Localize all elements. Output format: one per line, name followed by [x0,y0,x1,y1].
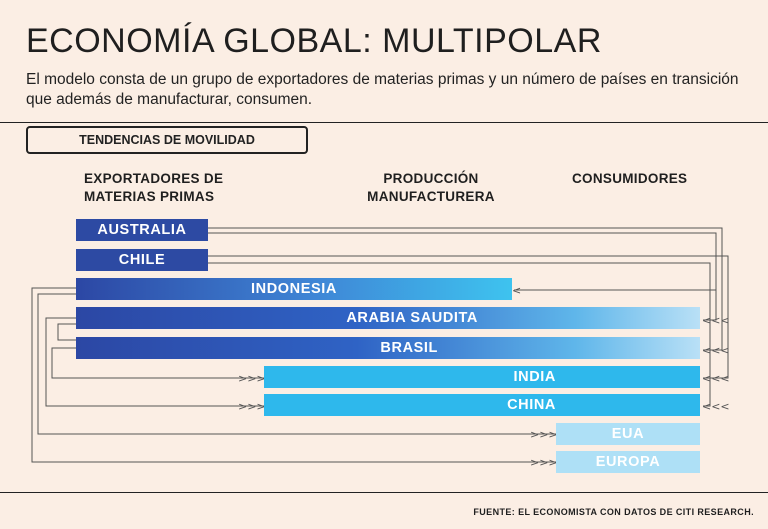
arrow-europa: >>> [530,456,558,469]
section-label: TENDENCIAS DE MOVILIDAD [26,126,308,154]
bar-indonesia-label: INDONESIA [251,281,337,297]
bar-eua: EUA [556,423,700,445]
arrow-china: >>> [238,400,266,413]
arrow-eua: >>> [530,428,558,441]
bar-arabia-saudita: ARABIA SAUDITA [76,307,700,329]
bottom-divider [0,492,768,493]
connector-left-5 [57,323,76,341]
bar-china: CHINA [264,394,700,416]
connector-chile [208,255,729,379]
arrow-consumers-2: <<< [702,344,730,357]
arrow-india: >>> [238,372,266,385]
arrow-consumers-1: <<< [702,314,730,327]
connector-australia [208,227,723,351]
bar-brasil: BRASIL [76,337,700,359]
bar-arabia-saudita-label: ARABIA SAUDITA [346,310,478,326]
connector-left-2 [37,293,556,435]
bar-chile: CHILE [76,249,208,271]
column-header-consumers: CONSUMIDORES [572,171,688,186]
connector-left-1 [31,287,556,463]
bar-australia: AUSTRALIA [76,219,208,241]
arrow-consumers-3: <<< [702,372,730,385]
column-header-exporters: EXPORTADORES DE MATERIAS PRIMAS [84,171,224,204]
connector-chile-2 [208,262,711,407]
connector-left-3 [45,317,264,407]
bar-india: INDIA [264,366,700,388]
bar-indonesia: INDONESIA [76,278,512,300]
bar-europa: EUROPA [556,451,700,473]
source-note: FUENTE: EL ECONOMISTA CON DATOS DE CITI … [473,507,754,517]
connector-left-4 [51,347,264,379]
arrow-indonesia: < [512,284,521,297]
page-title: ECONOMÍA GLOBAL: MULTIPOLAR [26,22,602,60]
top-divider [0,122,768,123]
bar-australia-label: AUSTRALIA [97,222,187,238]
bar-europa-label: EUROPA [595,454,661,470]
bar-china-label: CHINA [507,397,556,413]
arrow-consumers-4: <<< [702,400,730,413]
column-header-production: PRODUCCIÓN MANUFACTURERA [367,171,495,204]
bar-brasil-label: BRASIL [380,340,438,356]
bar-india-label: INDIA [513,369,556,385]
bar-chile-label: CHILE [118,252,166,268]
page-subtitle: El modelo consta de un grupo de exportad… [26,71,739,108]
bar-eua-label: EUA [611,426,645,442]
